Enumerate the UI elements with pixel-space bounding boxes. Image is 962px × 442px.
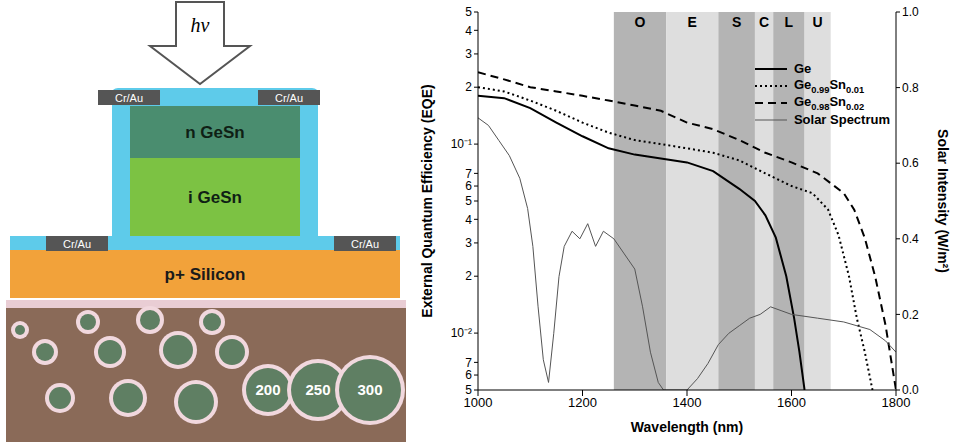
svg-text:0.8: 0.8 xyxy=(902,81,919,95)
svg-text:3: 3 xyxy=(465,47,472,61)
svg-text:Cr/Au: Cr/Au xyxy=(351,238,379,250)
svg-text:300: 300 xyxy=(357,381,382,398)
svg-text:L: L xyxy=(785,14,794,30)
svg-text:O: O xyxy=(635,14,646,30)
svg-text:5: 5 xyxy=(465,383,472,397)
svg-text:5: 5 xyxy=(465,194,472,208)
svg-text:Cr/Au: Cr/Au xyxy=(275,92,303,104)
svg-text:0.6: 0.6 xyxy=(902,156,919,170)
svg-text:Cr/Au: Cr/Au xyxy=(115,92,143,104)
html-text:Solar Spectrum: Solar Spectrum xyxy=(793,112,890,127)
svg-text:E: E xyxy=(688,14,697,30)
svg-text:10⁻²: 10⁻² xyxy=(451,326,472,340)
svg-text:4: 4 xyxy=(465,24,472,38)
svg-text:0.4: 0.4 xyxy=(902,232,919,246)
svg-text:2: 2 xyxy=(465,80,472,94)
svg-text:1200: 1200 xyxy=(568,395,597,410)
svg-text:Cr/Au: Cr/Au xyxy=(63,238,91,250)
svg-text:7: 7 xyxy=(465,166,472,181)
svg-text:p+ Silicon: p+ Silicon xyxy=(165,265,246,284)
svg-text:C: C xyxy=(759,14,769,30)
html-text:Ge0.99Sn0.01: Ge0.99Sn0.01 xyxy=(793,76,865,95)
svg-text:1000: 1000 xyxy=(464,395,493,410)
svg-text:S: S xyxy=(732,14,741,30)
svg-text:10⁻¹: 10⁻¹ xyxy=(451,137,472,151)
html-text:External Quantum Efficiency (E: External Quantum Efficiency (EQE) xyxy=(419,84,435,318)
svg-text:1.0: 1.0 xyxy=(902,5,919,19)
svg-text:6: 6 xyxy=(465,368,472,382)
svg-text:Wavelength (nm): Wavelength (nm) xyxy=(631,419,743,435)
svg-text:U: U xyxy=(813,14,823,30)
svg-text:4: 4 xyxy=(465,213,472,227)
svg-text:3: 3 xyxy=(465,236,472,250)
svg-text:7: 7 xyxy=(465,355,472,370)
svg-text:6: 6 xyxy=(465,179,472,193)
svg-text:hν: hν xyxy=(191,14,210,36)
svg-text:0.2: 0.2 xyxy=(902,308,919,322)
html-text:Ge: Ge xyxy=(793,61,812,76)
svg-text:0.0: 0.0 xyxy=(902,383,919,397)
svg-text:i GeSn: i GeSn xyxy=(188,188,242,207)
svg-text:1600: 1600 xyxy=(777,395,806,410)
svg-text:200: 200 xyxy=(255,381,280,398)
html-text:Solar Intensity (W/m²): Solar Intensity (W/m²) xyxy=(935,129,951,273)
html-text:Ge0.98Sn0.02: Ge0.98Sn0.02 xyxy=(793,93,865,112)
svg-text:n GeSn: n GeSn xyxy=(185,123,245,142)
svg-text:250: 250 xyxy=(305,381,330,398)
svg-text:2: 2 xyxy=(465,269,472,283)
svg-text:1800: 1800 xyxy=(882,395,911,410)
svg-text:1400: 1400 xyxy=(673,395,702,410)
svg-text:5: 5 xyxy=(465,5,472,19)
